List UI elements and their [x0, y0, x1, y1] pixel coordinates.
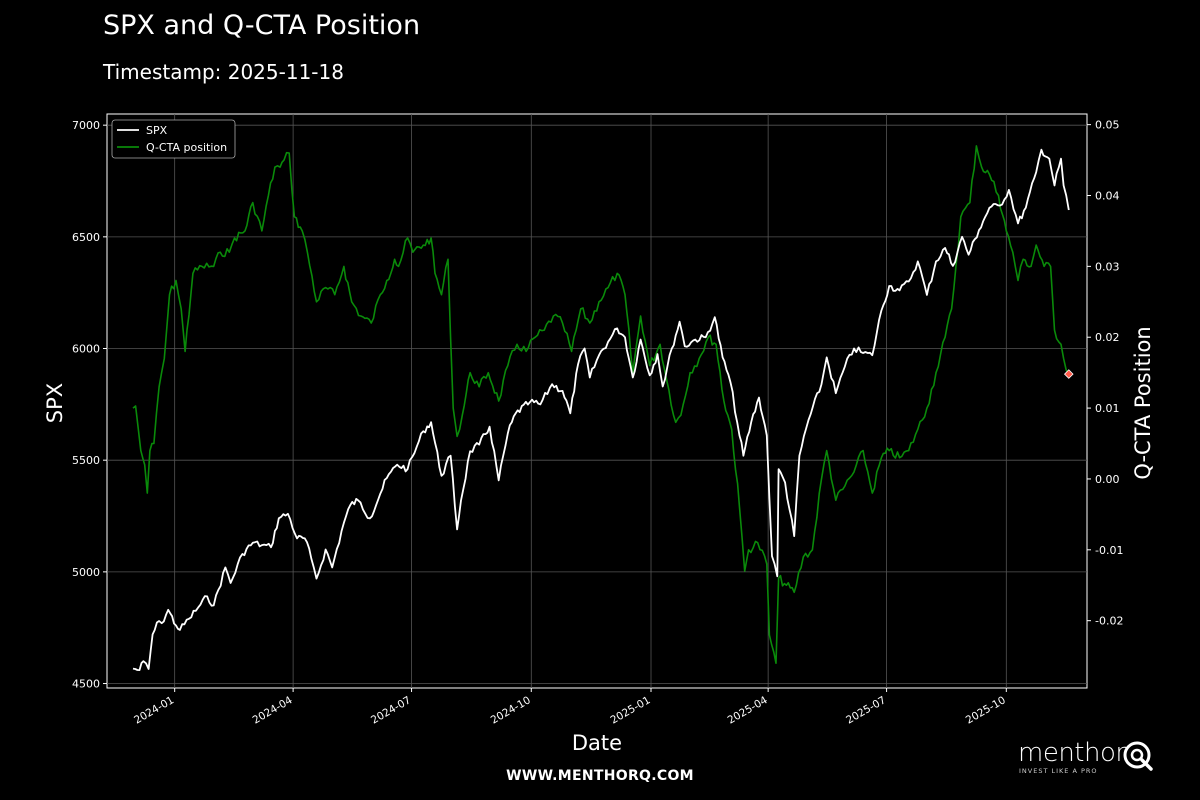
- right-axis-ticks: -0.02 -0.01 0.00 0.01 0.02 0.03 0.04 0.05: [1087, 119, 1123, 628]
- legend: SPX Q-CTA position: [111, 119, 236, 159]
- y-axis-label-right: Q-CTA Position: [1131, 326, 1155, 479]
- x-tick-label: 2025-07: [844, 694, 888, 726]
- chart-subtitle: Timestamp: 2025-11-18: [103, 60, 344, 84]
- x-tick-label: 2025-04: [726, 694, 770, 726]
- left-axis-ticks: 4500 5000 5500 6000 6500 7000: [72, 119, 107, 691]
- y-tick-label-left: 7000: [72, 119, 100, 132]
- series-line-spx: [132, 148, 1070, 671]
- y-tick-label-left: 4500: [72, 678, 100, 691]
- y-tick-label-right: 0.01: [1095, 402, 1120, 415]
- series-line-q-cta: [132, 145, 1070, 664]
- legend-label-cta: Q-CTA position: [146, 141, 227, 154]
- x-axis-label: Date: [572, 731, 622, 755]
- x-tick-label: 2024-07: [369, 694, 413, 726]
- y-tick-label-right: -0.02: [1095, 615, 1123, 628]
- plot-area: [106, 113, 1088, 689]
- q-logo-icon: [1123, 741, 1153, 771]
- x-tick-label: 2025-10: [964, 694, 1008, 726]
- x-tick-label: 2024-04: [251, 694, 295, 726]
- chart-title: SPX and Q-CTA Position: [103, 10, 421, 41]
- brand-tagline: INVEST LIKE A PRO: [1019, 767, 1098, 775]
- legend-box: [111, 119, 236, 159]
- legend-label-spx: SPX: [146, 124, 168, 137]
- y-tick-label-right: 0.04: [1095, 189, 1120, 202]
- y-tick-label-right: 0.00: [1095, 473, 1120, 486]
- y-tick-label-left: 6500: [72, 231, 100, 244]
- y-axis-label-left: SPX: [43, 383, 67, 423]
- y-tick-label-left: 5000: [72, 566, 100, 579]
- y-tick-label-right: 0.05: [1095, 119, 1120, 132]
- website-footer: WWW.MENTHORQ.COM: [506, 768, 694, 784]
- y-tick-label-right: 0.03: [1095, 260, 1120, 273]
- x-tick-label: 2024-01: [132, 694, 176, 726]
- last-value-marker: [1063, 369, 1074, 379]
- brand-logo: menthor INVEST LIKE A PRO: [1018, 738, 1158, 778]
- x-tick-label: 2024-10: [489, 694, 533, 726]
- brand-name: menthor: [1018, 738, 1126, 768]
- x-tick-label: 2025-01: [609, 694, 653, 726]
- x-axis-ticks: 2024-01 2024-04 2024-07 2024-10 2025-01 2025-…: [132, 688, 1008, 727]
- y-tick-label-left: 6000: [72, 343, 100, 356]
- y-tick-label-right: -0.01: [1095, 544, 1123, 557]
- y-tick-label-right: 0.02: [1095, 331, 1120, 344]
- y-tick-label-left: 5500: [72, 454, 100, 467]
- grid-lines: [107, 114, 1087, 688]
